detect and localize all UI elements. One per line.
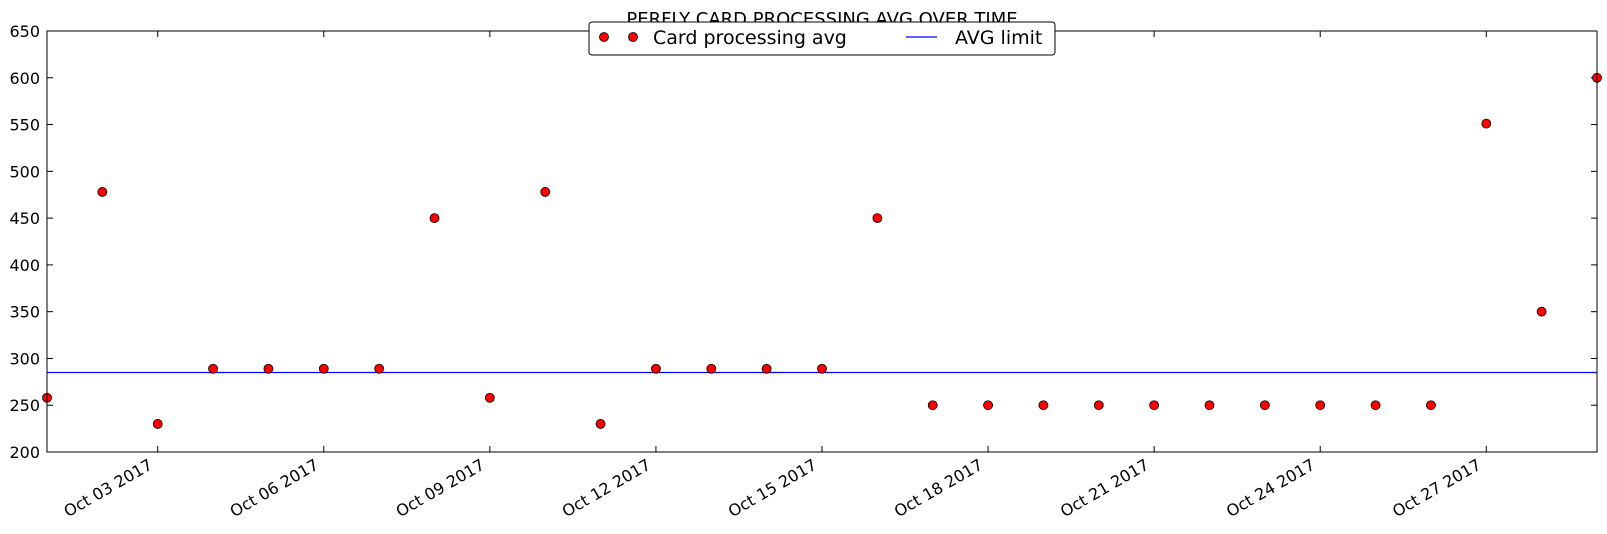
- data-point-2017-10-22: [1204, 400, 1215, 411]
- data-point-2017-10-06: [318, 363, 329, 374]
- data-point-2017-10-11: [595, 419, 606, 429]
- data-point-2017-10-26: [1426, 400, 1436, 411]
- data-point-2017-10-05: [263, 363, 274, 374]
- x-tick-label-2017-10-21: Oct 21 2017: [1057, 455, 1152, 521]
- plot-frame: [46, 30, 1598, 453]
- data-point-2017-10-09: [484, 392, 495, 403]
- y-tick-label-600: 600: [9, 69, 40, 88]
- data-point-2017-10-18: [983, 400, 993, 411]
- y-tick-label-300: 300: [9, 349, 40, 368]
- data-point-2017-10-12: [651, 363, 661, 374]
- legend-label-card-processing-avg: Card processing avg: [653, 27, 847, 49]
- legend-box: [588, 21, 1056, 56]
- plot-area: 200 250 300 350 400 450 500 550 600 650 Oct 03 201…: [9, 22, 1602, 521]
- x-tick-label-2017-10-24: Oct 24 2017: [1223, 455, 1318, 521]
- x-tick-label-2017-10-12: Oct 12 2017: [559, 455, 654, 521]
- x-tick-label-2017-10-03: Oct 03 2017: [61, 455, 156, 521]
- y-tick-label-200: 200: [9, 443, 40, 462]
- x-tick-label-2017-10-18: Oct 18 2017: [891, 455, 986, 521]
- data-point-2017-10-28: [1536, 306, 1547, 317]
- data-point-2017-10-10: [540, 187, 551, 197]
- data-point-2017-10-14: [761, 363, 772, 374]
- x-tick-label-2017-10-09: Oct 09 2017: [393, 455, 488, 521]
- y-tick-label-250: 250: [9, 396, 40, 415]
- y-tick-label-650: 650: [9, 22, 40, 41]
- data-point-2017-10-20: [1093, 400, 1104, 411]
- data-point-2017-10-27: [1481, 118, 1492, 129]
- data-point-2017-10-07: [374, 363, 385, 374]
- legend-marker-card-processing-avg-2: [628, 32, 638, 42]
- data-point-2017-10-24: [1315, 400, 1326, 411]
- data-point-2017-10-03: [152, 419, 163, 429]
- x-tick-label-2017-10-15: Oct 15 2017: [725, 455, 820, 521]
- y-tick-label-550: 550: [9, 116, 40, 135]
- data-point-2017-10-21: [1149, 400, 1160, 411]
- data-point-2017-10-25: [1370, 400, 1381, 411]
- data-point-2017-10-08: [429, 213, 440, 224]
- y-tick-label-450: 450: [9, 209, 40, 228]
- data-point-2017-10-19: [1038, 400, 1049, 411]
- x-tick-label-2017-10-06: Oct 06 2017: [227, 455, 322, 521]
- legend-label-avg-limit: AVG limit: [955, 27, 1042, 49]
- legend-marker-card-processing-avg-1: [599, 32, 609, 42]
- y-tick-label-400: 400: [9, 256, 40, 275]
- data-point-2017-10-17: [927, 400, 938, 411]
- data-point-2017-10-02: [97, 187, 108, 197]
- data-point-2017-10-04: [208, 363, 218, 374]
- y-tick-label-350: 350: [9, 303, 40, 322]
- data-point-2017-10-13: [706, 363, 717, 374]
- legend: Card processing avg AVG limit: [588, 21, 1056, 56]
- x-tick-label-2017-10-27: Oct 27 2017: [1389, 455, 1484, 521]
- data-point-2017-10-15: [817, 363, 827, 374]
- y-tick-label-500: 500: [9, 162, 40, 181]
- data-point-2017-10-23: [1259, 400, 1270, 411]
- data-point-2017-10-16: [872, 213, 883, 224]
